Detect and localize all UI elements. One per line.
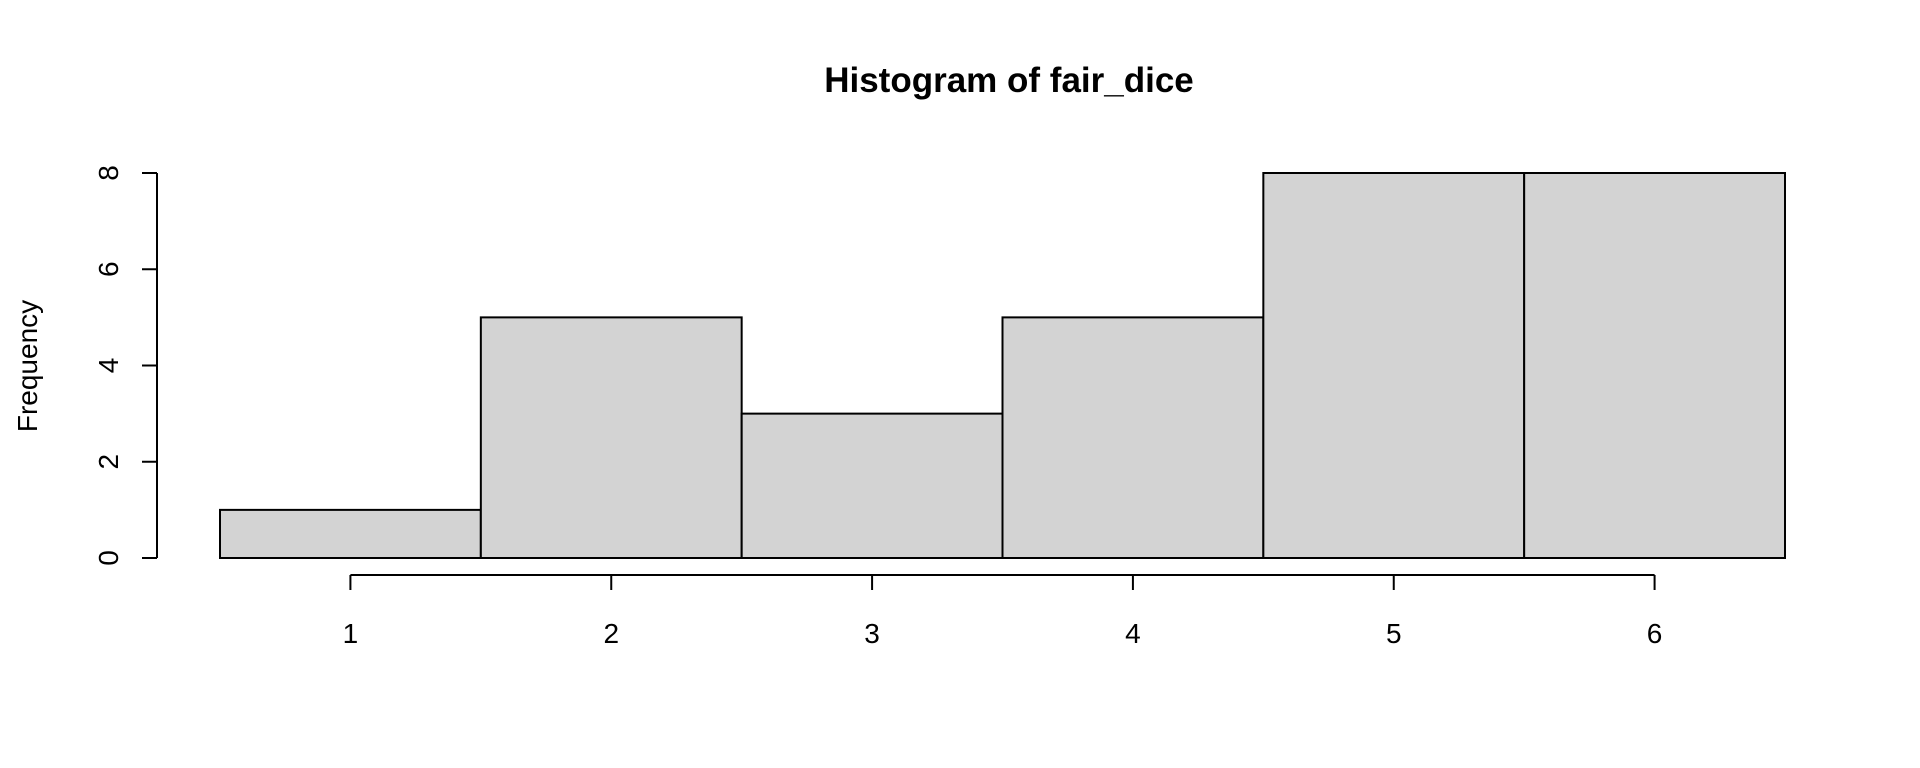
x-tick-label: 4 <box>1125 618 1141 649</box>
bar-4 <box>1001 316 1265 559</box>
x-tick-label: 5 <box>1386 618 1402 649</box>
x-axis: 1 2 3 4 5 6 <box>343 574 1663 649</box>
bar-6 <box>1523 172 1786 559</box>
y-tick-label: 8 <box>93 165 124 181</box>
x-tick-label: 6 <box>1647 618 1663 649</box>
chart-title: Histogram of fair_dice <box>824 61 1194 100</box>
bar-3 <box>740 412 1004 559</box>
bar-5 <box>1262 172 1526 559</box>
x-tick-label: 3 <box>864 618 880 649</box>
x-tick-label: 1 <box>343 618 359 649</box>
y-tick-label: 0 <box>93 550 124 566</box>
bars-group <box>219 172 1786 559</box>
y-axis-label: Frequency <box>12 300 43 432</box>
y-tick-label: 2 <box>93 454 124 470</box>
y-axis: 0 2 4 6 8 <box>93 165 158 566</box>
bar-2 <box>479 316 743 559</box>
x-tick-label: 2 <box>603 618 619 649</box>
y-tick-label: 4 <box>93 358 124 374</box>
y-tick-label: 6 <box>93 261 124 277</box>
bar-1 <box>219 508 482 559</box>
